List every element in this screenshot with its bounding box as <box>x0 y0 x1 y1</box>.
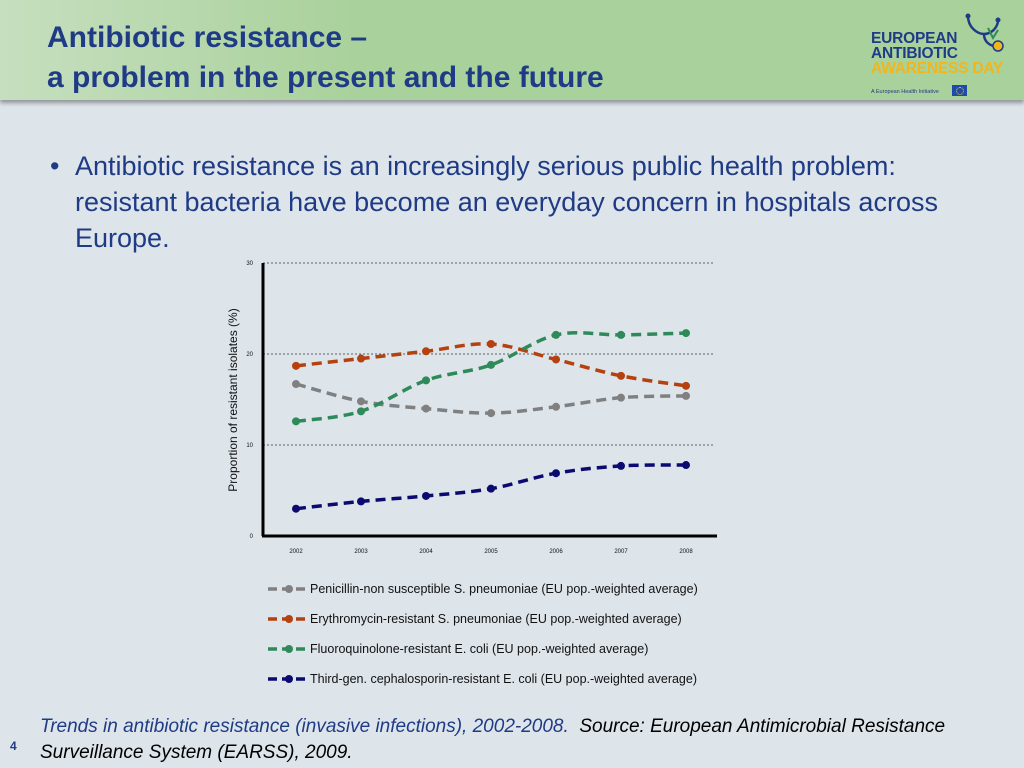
data-point <box>552 355 560 364</box>
y-tick-label: 30 <box>246 261 253 267</box>
data-point <box>487 409 495 418</box>
legend-swatch <box>268 675 308 683</box>
data-point <box>552 330 560 339</box>
chart-gridlines <box>263 262 715 446</box>
y-tick-label: 0 <box>250 534 254 540</box>
slide-header: Antibiotic resistance – a problem in the… <box>0 0 1024 100</box>
bullet-text: Antibiotic resistance is an increasingly… <box>75 151 938 253</box>
series-4 <box>292 461 690 513</box>
data-point <box>422 404 430 413</box>
data-point <box>617 461 625 470</box>
data-point <box>357 497 365 506</box>
data-point <box>617 393 625 402</box>
data-point <box>487 339 495 348</box>
x-tick-label: 2008 <box>679 549 693 555</box>
data-point <box>487 360 495 369</box>
data-point <box>292 361 300 370</box>
data-point <box>552 469 560 478</box>
data-point <box>552 402 560 411</box>
legend-swatch <box>268 645 308 653</box>
caption-trends: Trends in antibiotic resistance (invasiv… <box>40 716 569 737</box>
slide-title: Antibiotic resistance – a problem in the… <box>47 18 604 98</box>
logo-line-awareness-day: AWARENESS DAY <box>871 60 1004 77</box>
logo-line-european: EUROPEAN <box>871 30 958 47</box>
data-point <box>292 380 300 389</box>
series-1 <box>292 380 690 418</box>
data-point <box>292 417 300 426</box>
legend-label: Third-gen. cephalosporin-resistant E. co… <box>310 672 697 686</box>
figure-caption: Trends in antibiotic resistance (invasiv… <box>40 714 1000 766</box>
title-line-2: a problem in the present and the future <box>47 61 604 94</box>
data-point <box>422 347 430 356</box>
x-axis-ticks: 2002 2003 2004 2005 2006 2007 2008 <box>289 549 693 555</box>
x-tick-label: 2002 <box>289 549 303 555</box>
data-point <box>617 330 625 339</box>
data-point <box>617 371 625 380</box>
legend-label: Fluoroquinolone-resistant E. coli (EU po… <box>310 642 649 656</box>
chart-series <box>292 329 690 513</box>
data-point <box>357 397 365 406</box>
legend-swatch <box>268 585 308 593</box>
title-line-1: Antibiotic resistance – <box>47 21 368 54</box>
y-axis-label: Proportion of resistant isolates (%) <box>226 308 240 491</box>
logo-line-antibiotic: ANTIBIOTIC <box>871 45 958 62</box>
chart-axes <box>261 263 717 538</box>
x-tick-label: 2004 <box>419 549 433 555</box>
x-tick-label: 2003 <box>354 549 368 555</box>
bullet-point: • Antibiotic resistance is an increasing… <box>50 148 970 256</box>
data-point <box>682 391 690 400</box>
page-number: 4 <box>10 739 17 753</box>
resistance-trend-chart: 0 10 20 30 2002 2003 2004 2005 2006 2007 2008 Pro… <box>226 261 717 555</box>
data-point <box>357 354 365 363</box>
logo-tagline: A European Health Initiative <box>871 89 939 95</box>
data-point <box>487 484 495 493</box>
data-point <box>682 381 690 390</box>
stethoscope-icon <box>965 13 1004 52</box>
y-tick-label: 20 <box>246 352 253 358</box>
european-antibiotic-awareness-day-logo: EUROPEAN ANTIBIOTIC AWARENESS DAY A Euro… <box>868 12 1014 102</box>
series-3 <box>292 329 690 426</box>
data-point <box>357 407 365 416</box>
legend-swatch <box>268 615 308 623</box>
x-tick-label: 2006 <box>549 549 563 555</box>
data-point <box>682 329 690 338</box>
data-point <box>422 376 430 385</box>
eu-flag-icon <box>952 85 967 96</box>
data-point <box>682 461 690 470</box>
data-point <box>292 504 300 513</box>
x-tick-label: 2005 <box>484 549 498 555</box>
y-tick-label: 10 <box>246 443 253 449</box>
series-line <box>295 382 687 415</box>
data-point <box>422 491 430 500</box>
y-axis-ticks: 0 10 20 30 <box>246 261 253 540</box>
legend-label: Erythromycin-resistant S. pneumoniae (EU… <box>310 612 682 626</box>
legend-label: Penicillin-non susceptible S. pneumoniae… <box>310 582 698 596</box>
caption-source: Source: European Antimicrobial Resistanc… <box>40 716 946 763</box>
series-2 <box>292 339 690 390</box>
x-tick-label: 2007 <box>614 549 628 555</box>
bullet-icon: • <box>50 151 60 181</box>
